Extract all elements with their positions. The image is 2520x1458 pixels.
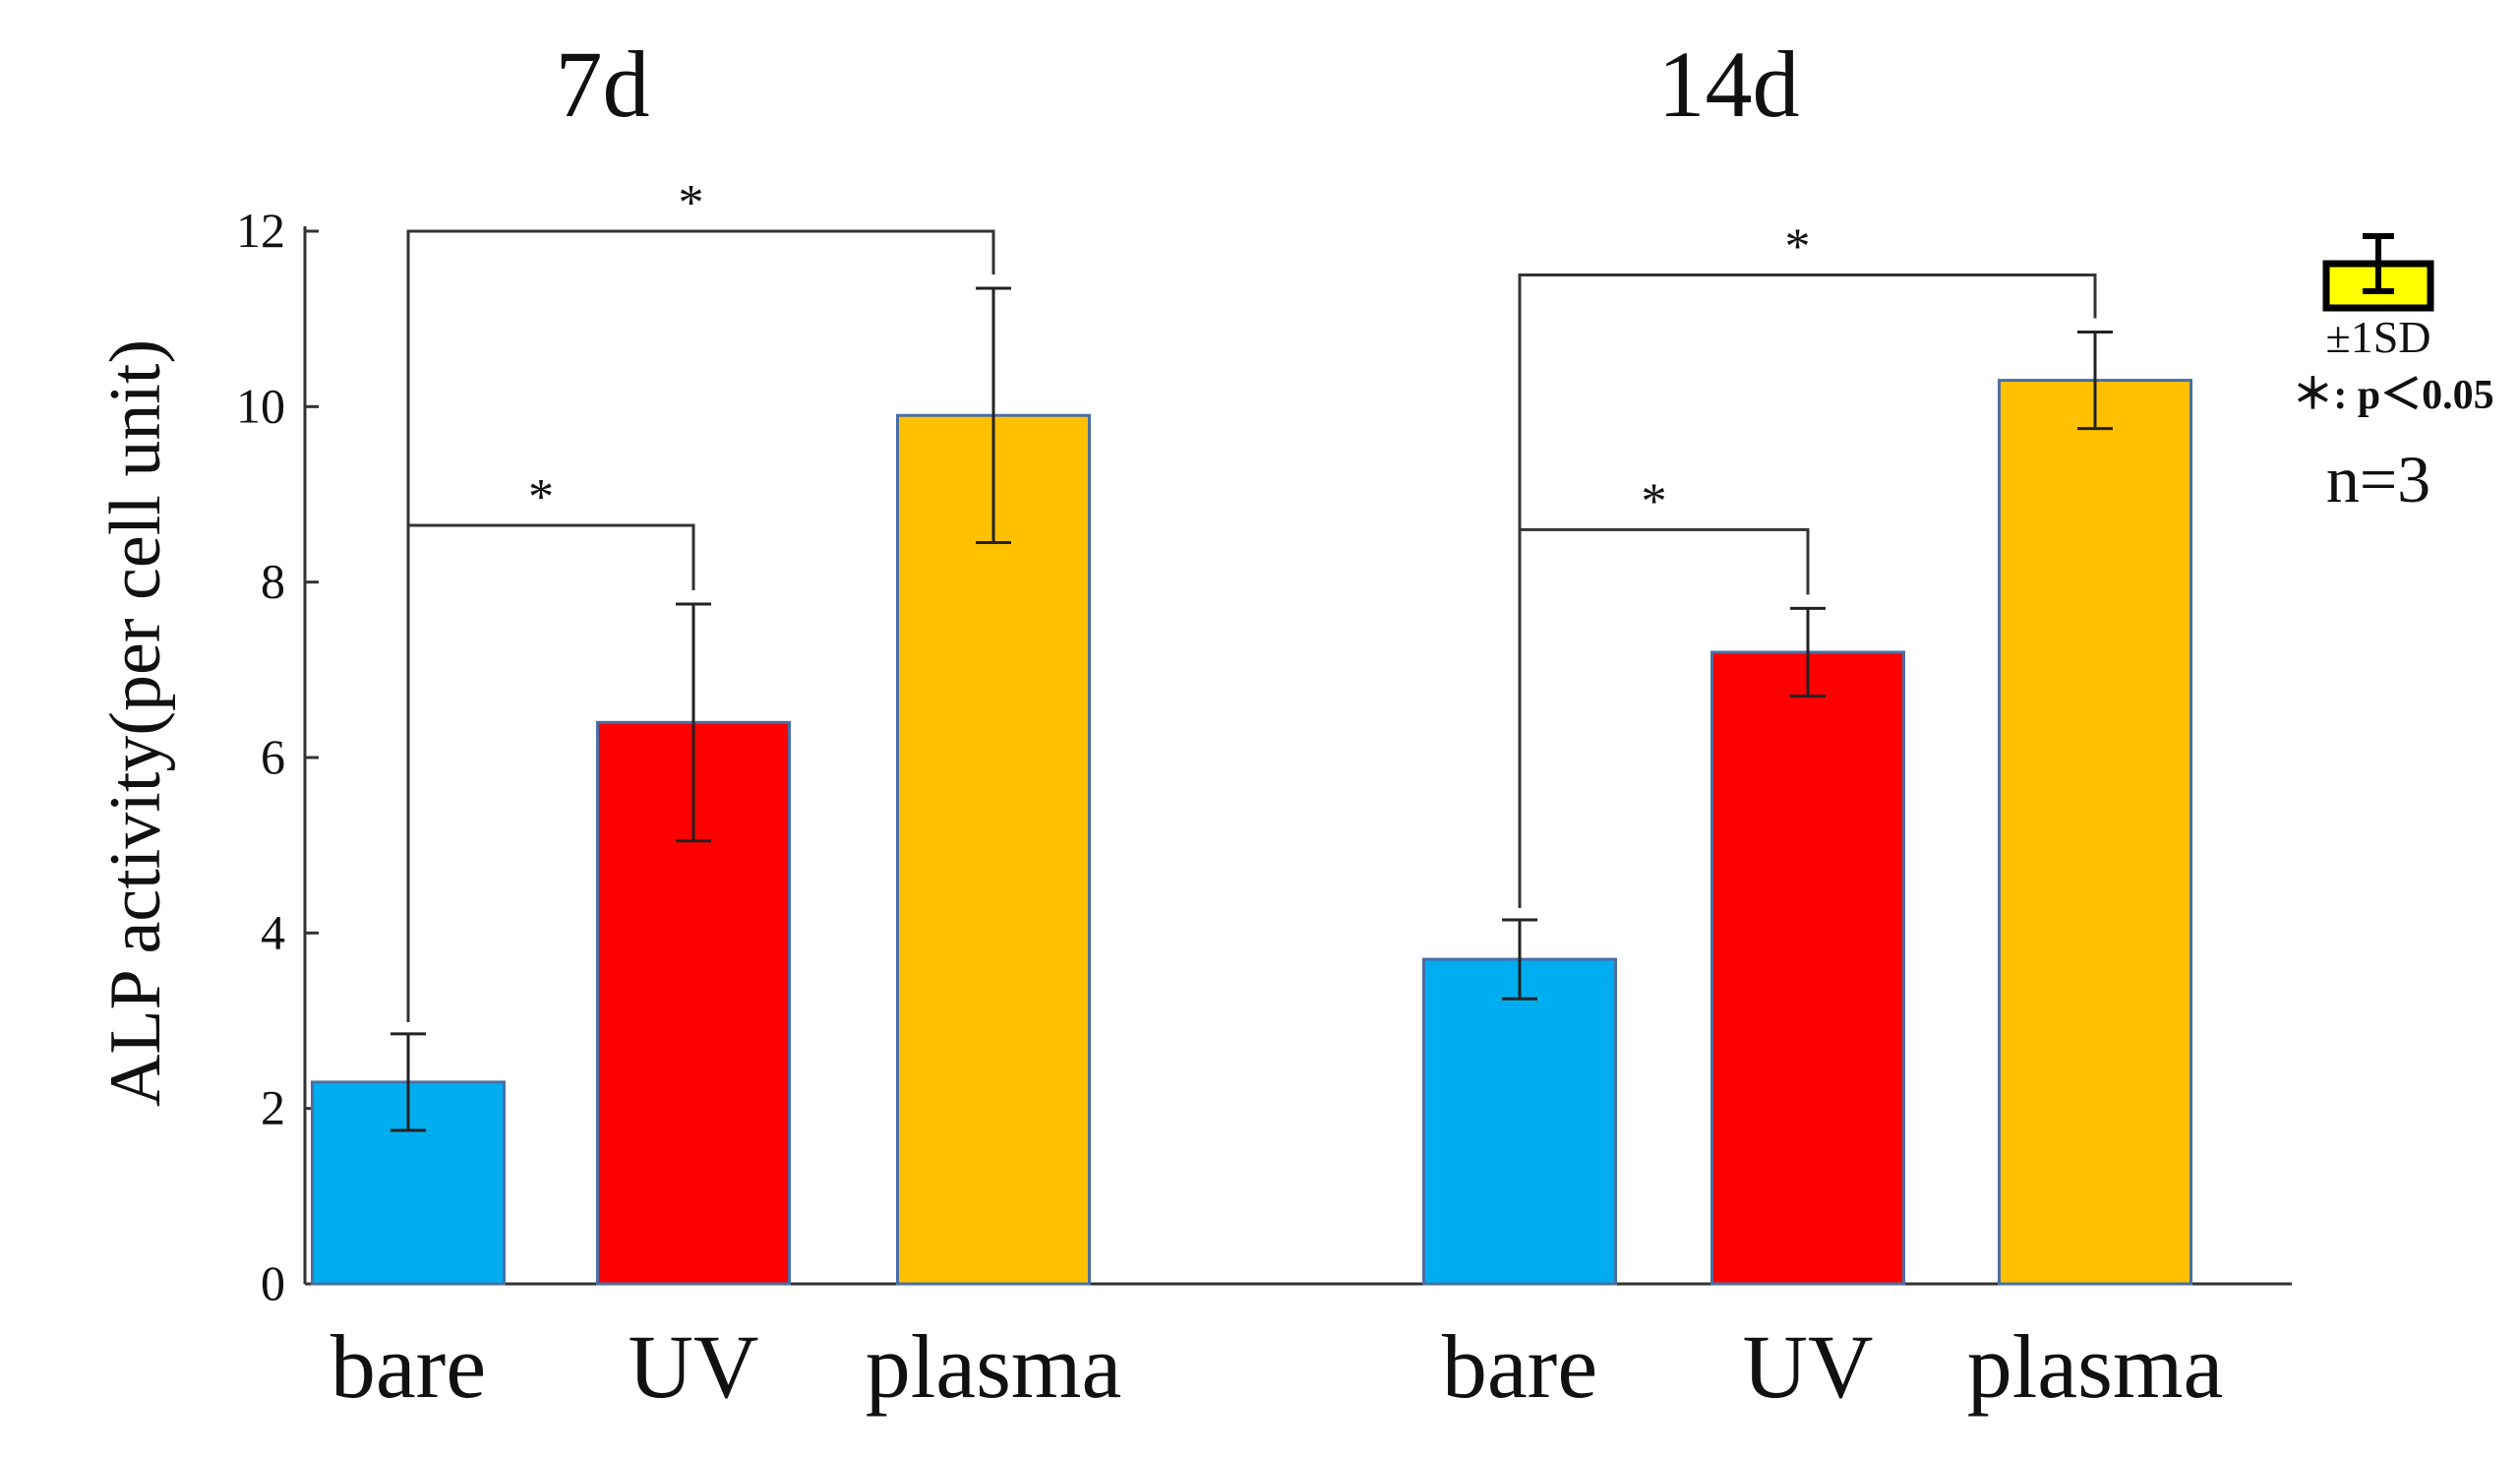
category-label: plasma	[866, 1316, 1122, 1417]
chart-error-bars	[390, 286, 2113, 1132]
legend-n-label: n=3	[2326, 442, 2430, 516]
chart-labels: 7d bare UV plasma 14d bare UV plasma	[330, 31, 2223, 1417]
chart-significance-brackets: * * * *	[406, 175, 2097, 1022]
category-label: plasma	[1967, 1316, 2224, 1417]
y-tick-label: 8	[261, 554, 285, 609]
y-tick-label: 0	[261, 1255, 285, 1310]
y-tick-label: 2	[261, 1080, 285, 1135]
chart-legend: ±1SD ＊: p＜0.05 n=3	[2292, 233, 2494, 516]
bar	[311, 1080, 506, 1286]
y-tick-label: 6	[261, 729, 285, 784]
category-label: bare	[330, 1316, 486, 1417]
group-title: 14d	[1658, 31, 1800, 137]
y-tick-label: 12	[236, 203, 285, 258]
bar	[1710, 650, 1905, 1286]
bar	[1998, 379, 2192, 1286]
group-title: 7d	[556, 31, 650, 137]
chart-bars	[311, 379, 2192, 1286]
significance-label: *	[1785, 219, 1811, 275]
category-label: bare	[1442, 1316, 1597, 1417]
chart-axes: 0 2 4 6 8 10 12 ALP activity(per cell unit)	[95, 203, 2292, 1310]
category-label: UV	[1743, 1316, 1874, 1417]
significance-label: *	[679, 175, 704, 231]
significance-bracket	[1518, 273, 2097, 908]
bar	[896, 413, 1091, 1286]
y-tick-label: 10	[236, 378, 285, 433]
legend-error-label: ±1SD	[2325, 312, 2430, 362]
legend-significance-label: ＊: p＜0.05	[2292, 373, 2493, 418]
bar	[1422, 957, 1617, 1286]
category-label: UV	[629, 1316, 759, 1417]
significance-label: *	[1642, 473, 1667, 529]
significance-bracket	[406, 229, 995, 1022]
significance-label: *	[528, 469, 554, 525]
y-tick-label: 4	[261, 904, 285, 959]
y-axis-label: ALP activity(per cell unit)	[95, 339, 176, 1107]
